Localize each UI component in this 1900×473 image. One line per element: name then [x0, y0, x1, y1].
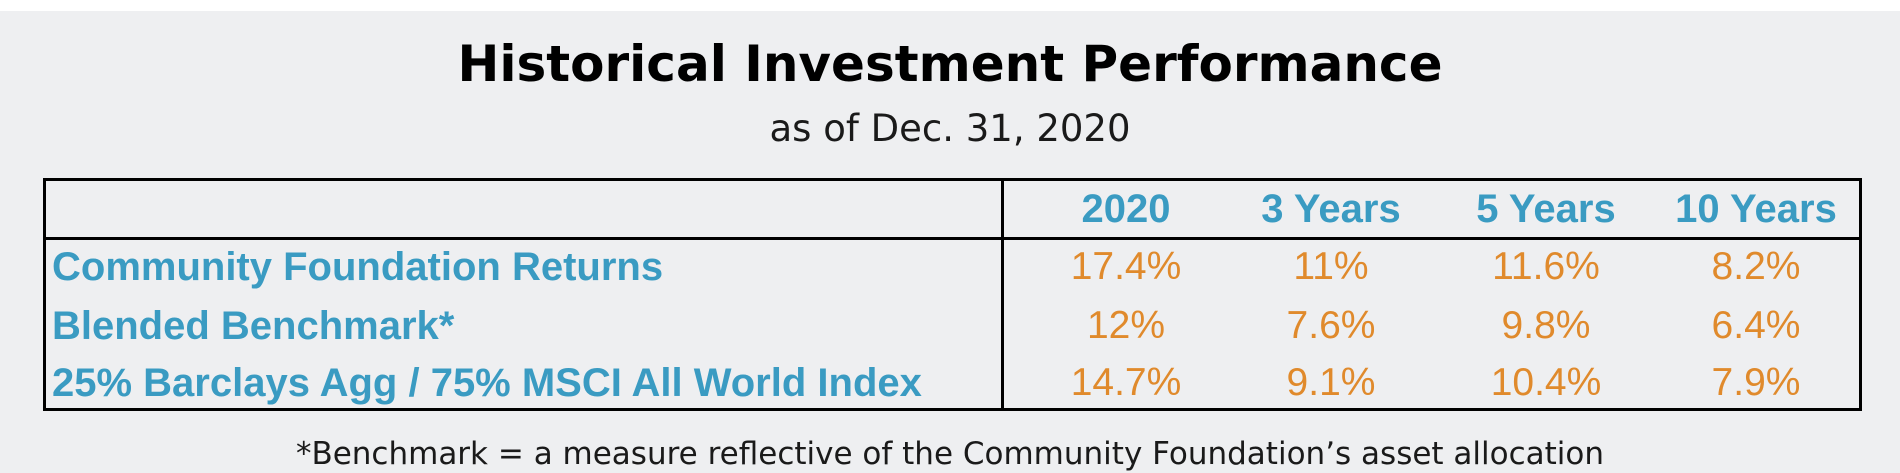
- row-label-barclays-msci: 25% Barclays Agg / 75% MSCI All World In…: [52, 361, 922, 405]
- column-header-3-years: 3 Years: [1261, 187, 1401, 231]
- page-title: Historical Investment Performance: [457, 35, 1443, 93]
- cell-bb-2020: 12%: [1086, 304, 1166, 347]
- performance-panel: Historical Investment Performance as of …: [0, 11, 1900, 473]
- row-label-blended-benchmark: Blended Benchmark*: [52, 304, 455, 348]
- cell-bb-5-years: 9.8%: [1501, 304, 1591, 347]
- page-subtitle: as of Dec. 31, 2020: [769, 107, 1131, 150]
- column-header-10-years: 10 Years: [1675, 187, 1837, 231]
- cell-cf-5-years: 11.6%: [1492, 245, 1600, 288]
- column-header-2020: 2020: [1081, 187, 1171, 231]
- header-divider: [46, 237, 1859, 240]
- cell-bm-2020: 14.7%: [1070, 361, 1182, 404]
- cell-cf-2020: 17.4%: [1070, 245, 1182, 288]
- cell-bm-10-years: 7.9%: [1711, 361, 1801, 404]
- cell-cf-10-years: 8.2%: [1711, 245, 1801, 288]
- cell-bb-3-years: 7.6%: [1286, 304, 1376, 347]
- cell-cf-3-years: 11%: [1293, 245, 1369, 288]
- cell-bm-3-years: 9.1%: [1286, 361, 1376, 404]
- row-label-community-foundation-returns: Community Foundation Returns: [52, 245, 664, 289]
- column-divider: [1001, 181, 1004, 408]
- column-header-5-years: 5 Years: [1476, 187, 1616, 231]
- cell-bb-10-years: 6.4%: [1711, 304, 1801, 347]
- benchmark-footnote: *Benchmark = a measure reflective of the…: [295, 436, 1605, 472]
- cell-bm-5-years: 10.4%: [1490, 361, 1602, 404]
- performance-table: 2020 3 Years 5 Years 10 Years Community …: [43, 178, 1862, 411]
